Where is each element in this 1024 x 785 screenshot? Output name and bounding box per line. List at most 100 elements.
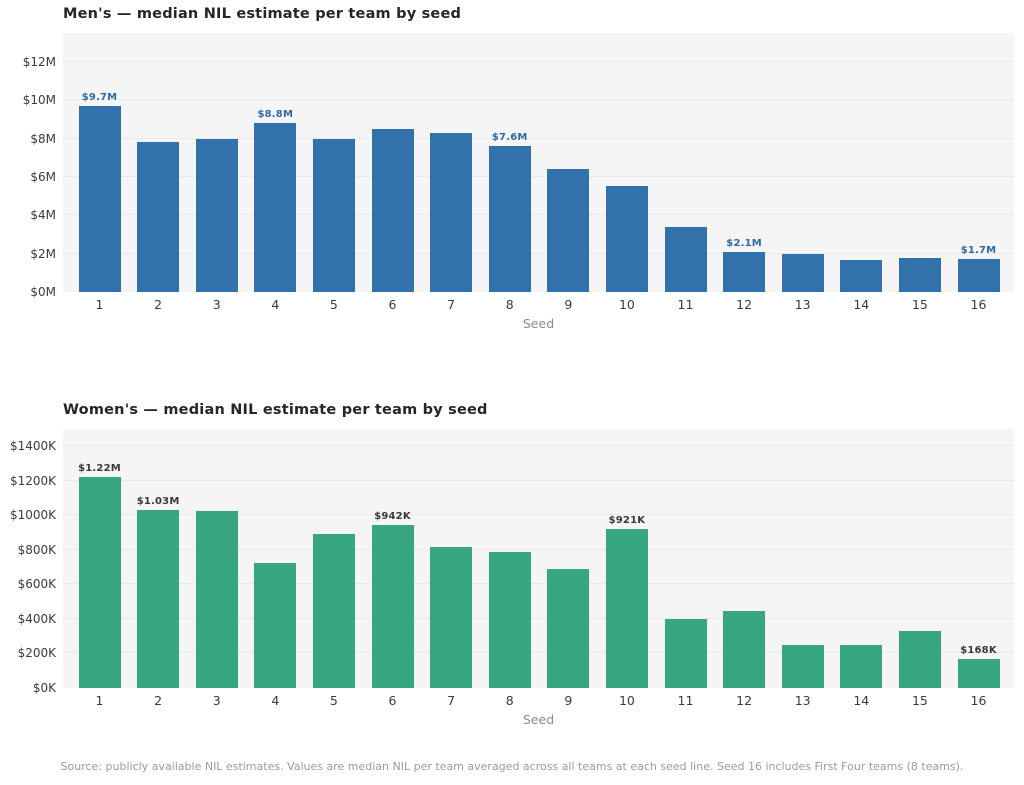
womens-x-axis-label: Seed bbox=[522, 712, 555, 727]
bar-value-label: $1.7M bbox=[960, 245, 997, 257]
bar-seed-2 bbox=[137, 142, 180, 292]
bar-seed-9 bbox=[547, 169, 590, 292]
bar-seed-8 bbox=[488, 146, 531, 292]
bar-seed-15 bbox=[898, 631, 941, 688]
y-tick-label: $4M bbox=[30, 208, 56, 223]
source-note: Source: publicly available NIL estimates… bbox=[60, 760, 964, 773]
bar-seed-4 bbox=[254, 123, 297, 292]
y-tick-label: $0K bbox=[32, 681, 56, 695]
x-tick-label: 4 bbox=[271, 297, 280, 312]
bar-value-label: $1.22M bbox=[78, 463, 121, 475]
x-tick-label: 1 bbox=[95, 693, 104, 708]
bar-seed-2 bbox=[137, 510, 180, 688]
bar-seed-5 bbox=[312, 533, 355, 688]
gridline bbox=[63, 514, 1014, 516]
x-tick-label: 2 bbox=[154, 297, 163, 312]
bar-seed-3 bbox=[195, 511, 238, 688]
bar-seed-9 bbox=[547, 568, 590, 688]
gridline bbox=[63, 652, 1014, 654]
bar-seed-3 bbox=[195, 138, 238, 292]
y-tick-label: $10M bbox=[22, 93, 56, 108]
y-tick-label: $600K bbox=[17, 577, 56, 592]
x-tick-label: 11 bbox=[677, 297, 694, 312]
x-tick-label: 10 bbox=[618, 297, 635, 312]
bar-value-label: $942K bbox=[374, 511, 411, 523]
gridline bbox=[63, 617, 1014, 619]
bar-seed-6 bbox=[371, 128, 414, 292]
bar-seed-8 bbox=[488, 551, 531, 688]
gridline bbox=[63, 99, 1014, 101]
x-tick-label: 7 bbox=[447, 297, 456, 312]
bar-value-label: $9.7M bbox=[81, 91, 118, 103]
x-tick-label: 12 bbox=[736, 297, 753, 312]
bar-seed-7 bbox=[430, 547, 473, 688]
womens-plot-area: $1.22M $1.03M $942K $921K $168K bbox=[63, 429, 1014, 688]
gridline bbox=[63, 137, 1014, 139]
mens-x-axis-label: Seed bbox=[522, 316, 555, 331]
x-tick-label: 8 bbox=[505, 297, 514, 312]
x-tick-label: 1 bbox=[95, 297, 104, 312]
bar-seed-1 bbox=[78, 477, 121, 688]
x-tick-label: 4 bbox=[271, 693, 280, 708]
x-tick-label: 15 bbox=[911, 693, 928, 708]
x-tick-label: 10 bbox=[618, 693, 635, 708]
y-tick-label: $8M bbox=[30, 131, 56, 146]
x-tick-label: 16 bbox=[970, 297, 987, 312]
y-tick-label: $800K bbox=[17, 542, 56, 557]
gridline bbox=[63, 252, 1014, 254]
y-tick-label: $1400K bbox=[9, 439, 56, 454]
bar-value-label: $168K bbox=[960, 645, 997, 656]
y-tick-label: $6M bbox=[30, 169, 56, 184]
gridline bbox=[63, 60, 1014, 62]
x-tick-label: 14 bbox=[853, 693, 870, 708]
gridline bbox=[63, 548, 1014, 550]
x-tick-label: 3 bbox=[212, 297, 221, 312]
y-tick-label: $12M bbox=[22, 54, 56, 69]
bar-seed-12 bbox=[723, 611, 766, 688]
mens-nil-chart: Men's — median NIL estimate per team by … bbox=[0, 0, 1024, 345]
bar-value-label: $8.8M bbox=[257, 109, 294, 121]
x-tick-label: 14 bbox=[853, 297, 870, 312]
y-tick-label: $2M bbox=[30, 246, 56, 261]
bar-seed-10 bbox=[605, 528, 648, 688]
x-tick-label: 16 bbox=[970, 693, 987, 708]
gridline bbox=[63, 214, 1014, 216]
mens-plot-area: $9.7M $8.8M $7.6M $2.1M $1.7M bbox=[63, 33, 1014, 292]
womens-chart-title: Women's — median NIL estimate per team b… bbox=[63, 402, 488, 418]
bar-seed-16 bbox=[957, 659, 1000, 688]
x-tick-label: 11 bbox=[677, 693, 694, 708]
gridline bbox=[63, 479, 1014, 481]
x-tick-label: 15 bbox=[911, 297, 928, 312]
gridline bbox=[63, 583, 1014, 585]
gridline bbox=[63, 445, 1014, 447]
x-tick-label: 5 bbox=[329, 297, 338, 312]
bar-seed-7 bbox=[430, 132, 473, 292]
bar-seed-1 bbox=[78, 105, 121, 292]
bar-value-label: $1.03M bbox=[136, 496, 180, 508]
gridline bbox=[63, 175, 1014, 177]
y-tick-label: $1200K bbox=[9, 473, 56, 488]
y-tick-label: $1000K bbox=[9, 508, 56, 523]
y-tick-label: $200K bbox=[17, 646, 56, 661]
x-tick-label: 6 bbox=[388, 693, 397, 708]
bar-seed-11 bbox=[664, 226, 707, 292]
bar-seed-12 bbox=[723, 251, 766, 292]
womens-nil-chart: Women's — median NIL estimate per team b… bbox=[0, 396, 1024, 741]
bar-seed-13 bbox=[781, 644, 824, 688]
womens-x-axis: 1 2 3 4 5 6 7 8 9 10 11 12 13 14 15 16 bbox=[63, 693, 1014, 711]
mens-x-axis: 1 2 3 4 5 6 7 8 9 10 11 12 13 14 15 16 bbox=[63, 297, 1014, 315]
bar-seed-16 bbox=[957, 259, 1000, 292]
x-tick-label: 12 bbox=[736, 693, 753, 708]
bar-seed-6 bbox=[371, 525, 414, 688]
y-tick-label: $0M bbox=[30, 285, 56, 299]
x-tick-label: 5 bbox=[329, 693, 338, 708]
bar-seed-11 bbox=[664, 618, 707, 688]
x-tick-label: 8 bbox=[505, 693, 514, 708]
x-tick-label: 2 bbox=[154, 693, 163, 708]
bar-seed-13 bbox=[781, 253, 824, 292]
bar-seed-4 bbox=[254, 562, 297, 688]
bar-seed-14 bbox=[840, 644, 883, 688]
bar-seed-5 bbox=[312, 139, 355, 292]
bar-value-label: $2.1M bbox=[726, 237, 762, 249]
